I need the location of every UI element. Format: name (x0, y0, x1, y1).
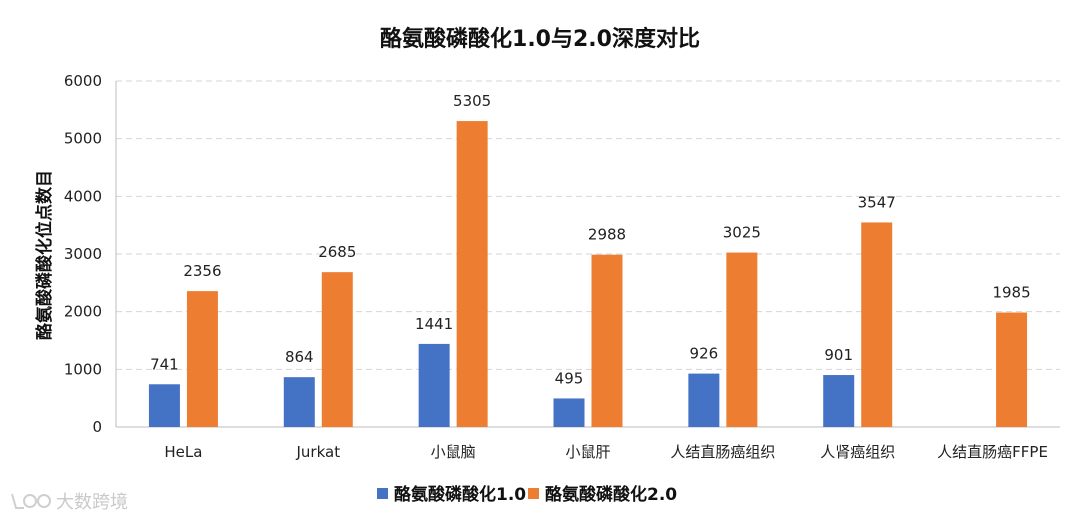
data-label: 864 (285, 348, 314, 366)
bar-series-2 (186, 291, 218, 427)
y-tick-label: 5000 (64, 130, 102, 148)
data-label: 5305 (453, 92, 491, 110)
data-label: 741 (150, 355, 179, 373)
x-tick-label: 人肾癌组织 (820, 443, 895, 461)
data-labels: 741 2356 864 2685 1441 5305 495 2988 926 3025 901 3… (150, 92, 1031, 387)
data-label: 3025 (723, 224, 761, 242)
bars (148, 121, 1028, 427)
bar-series-1 (283, 377, 315, 427)
chart-title: 酪氨酸磷酸化1.0与2.0深度对比 (380, 26, 700, 52)
data-label: 2685 (318, 243, 356, 261)
bar-series-2 (726, 252, 758, 427)
legend-label: 酪氨酸磷酸化1.0 (394, 484, 526, 505)
y-tick-label: 6000 (64, 72, 102, 90)
data-label: 2356 (183, 262, 221, 280)
y-tick-label: 3000 (64, 245, 102, 263)
data-label: 3547 (858, 193, 896, 211)
x-tick-label: 小鼠肝 (565, 443, 610, 461)
x-tick-label: HeLa (164, 443, 202, 461)
bar-series-1 (688, 373, 720, 427)
y-tick-label: 1000 (64, 360, 102, 378)
legend-swatch (528, 488, 539, 499)
bar-series-2 (861, 222, 893, 427)
y-axis-label: 酪氨酸磷酸化位点数目 (34, 170, 55, 340)
bar-series-1 (553, 398, 585, 427)
x-tick-label: 小鼠脑 (431, 443, 476, 461)
bar-series-1 (148, 384, 180, 427)
bar-series-1 (823, 375, 855, 427)
bar-series-2 (591, 254, 623, 427)
data-label: 926 (690, 345, 719, 363)
axes: 0 1000 2000 3000 4000 5000 6000 HeLa Jurkat 小鼠脑 小鼠… (64, 72, 1060, 461)
watermark: 大数跨境 (11, 492, 128, 513)
bar-series-2 (996, 312, 1028, 427)
data-label: 1985 (992, 284, 1030, 302)
legend-label: 酪氨酸磷酸化2.0 (545, 484, 677, 505)
x-tick-label: Jurkat (295, 443, 340, 461)
x-tick-label: 人结直肠癌FFPE (937, 443, 1048, 461)
data-label: 901 (824, 346, 853, 364)
bar-series-2 (321, 272, 353, 427)
y-tick-label: 4000 (64, 187, 102, 205)
bar-series-1 (418, 343, 450, 427)
y-tick-label: 0 (92, 418, 102, 436)
legend-swatch (377, 488, 388, 499)
data-label: 1441 (415, 315, 453, 333)
gridlines (116, 80, 1060, 370)
legend: 酪氨酸磷酸化1.0 酪氨酸磷酸化2.0 (377, 484, 677, 505)
data-label: 495 (555, 369, 584, 387)
data-label: 2988 (588, 226, 626, 244)
bar-series-2 (456, 121, 488, 427)
watermark-text: 大数跨境 (56, 492, 128, 513)
brand-logo-icon (11, 493, 51, 509)
y-tick-label: 2000 (64, 303, 102, 321)
x-tick-label: 人结直肠癌组织 (670, 443, 775, 461)
